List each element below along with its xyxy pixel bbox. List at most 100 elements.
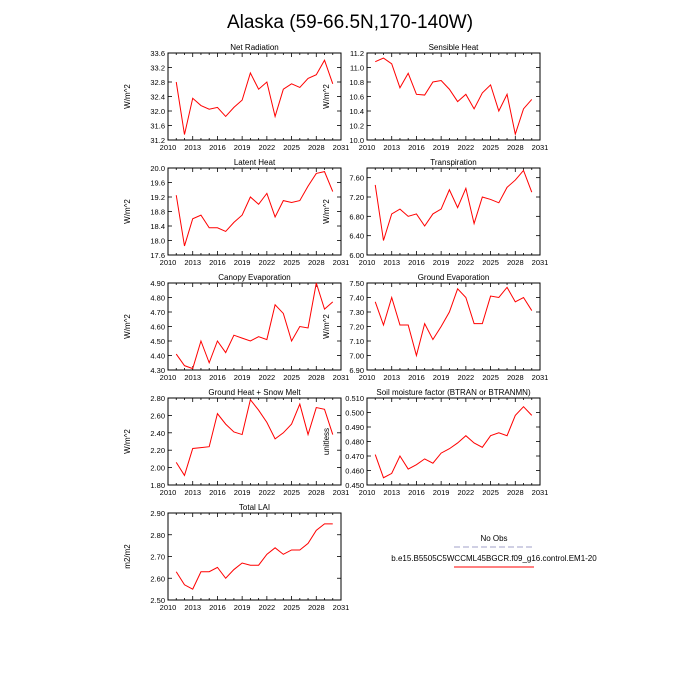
- y-axis-label: m2/m2: [123, 544, 132, 569]
- y-tick-label: 0.500: [345, 409, 364, 418]
- y-tick-label: 20.0: [150, 164, 165, 173]
- y-tick-label: 0.460: [345, 467, 364, 476]
- x-tick-label: 2022: [458, 488, 475, 497]
- y-axis-label: W/m^2: [123, 429, 132, 454]
- x-tick-label: 2031: [532, 488, 549, 497]
- y-tick-label: 2.60: [150, 574, 165, 583]
- y-tick-label: 32.0: [150, 107, 165, 116]
- y-tick-label: 7.40: [349, 294, 364, 303]
- legend-model-label: b.e15.B5505C5WCCML45BGCR.f09_g16.control…: [391, 554, 597, 563]
- x-tick-label: 2016: [209, 488, 226, 497]
- y-tick-label: 1.80: [150, 481, 165, 490]
- x-tick-label: 2013: [184, 373, 201, 382]
- y-tick-label: 10.6: [349, 93, 364, 102]
- panels: Net Radiation 2010 2013 2016 2019 2022 2025 202…: [123, 43, 548, 612]
- x-tick-label: 2010: [359, 373, 376, 382]
- x-tick-label: 2028: [507, 143, 524, 152]
- x-tick-label: 2022: [259, 603, 276, 612]
- x-tick-label: 2025: [482, 373, 499, 382]
- x-tick-label: 2010: [160, 488, 177, 497]
- y-tick-label: 6.90: [349, 366, 364, 375]
- x-tick-label: 2028: [308, 373, 325, 382]
- y-tick-label: 0.450: [345, 481, 364, 490]
- x-tick-label: 2013: [383, 258, 400, 267]
- y-tick-label: 32.4: [150, 93, 165, 102]
- y-tick-label: 7.30: [349, 308, 364, 317]
- x-tick-label: 2022: [259, 373, 276, 382]
- y-tick-label: 18.8: [150, 208, 165, 217]
- x-tick-label: 2028: [507, 373, 524, 382]
- x-tick-label: 2019: [433, 488, 450, 497]
- x-tick-label: 2019: [234, 603, 251, 612]
- y-tick-label: 0.470: [345, 452, 364, 461]
- y-tick-label: 31.2: [150, 136, 165, 145]
- plot-frame: [366, 397, 541, 486]
- y-axis-label: W/m^2: [322, 314, 331, 339]
- y-tick-label: 32.8: [150, 78, 165, 87]
- x-tick-label: 2025: [482, 143, 499, 152]
- x-tick-label: 2028: [308, 488, 325, 497]
- plot-frame: [167, 167, 342, 256]
- series-line: [175, 398, 334, 477]
- series-line: [175, 523, 333, 590]
- y-tick-label: 2.70: [150, 553, 165, 562]
- x-tick-label: 2016: [209, 143, 226, 152]
- y-tick-label: 7.10: [349, 337, 364, 346]
- panel-sensible-heat: Sensible Heat 2010 2013 2016 2019 2022 2025 202…: [322, 43, 548, 152]
- x-tick-label: 2016: [408, 258, 425, 267]
- y-tick-label: 0.490: [345, 423, 364, 432]
- x-tick-label: 2019: [234, 373, 251, 382]
- x-tick-label: 2019: [433, 373, 450, 382]
- series-line: [175, 59, 334, 135]
- y-tick-label: 7.50: [349, 279, 364, 288]
- x-tick-label: 2028: [308, 603, 325, 612]
- x-tick-label: 2013: [383, 488, 400, 497]
- x-tick-label: 2025: [482, 258, 499, 267]
- x-tick-label: 2019: [433, 258, 450, 267]
- x-tick-label: 2022: [259, 143, 276, 152]
- x-tick-label: 2013: [184, 603, 201, 612]
- y-tick-label: 7.00: [349, 352, 364, 361]
- x-tick-label: 2019: [234, 488, 251, 497]
- y-tick-label: 4.70: [150, 308, 165, 317]
- x-tick-label: 2016: [408, 143, 425, 152]
- x-tick-label: 2025: [482, 488, 499, 497]
- plot-frame: [167, 52, 342, 141]
- series-line: [374, 286, 533, 358]
- panel-title: Net Radiation: [230, 43, 278, 52]
- x-tick-label: 2028: [507, 258, 524, 267]
- x-tick-label: 2016: [408, 373, 425, 382]
- y-tick-label: 2.40: [150, 429, 165, 438]
- y-tick-label: 4.90: [150, 279, 165, 288]
- plot-frame: [167, 397, 342, 486]
- x-tick-label: 2013: [184, 258, 201, 267]
- y-tick-label: 7.20: [349, 323, 364, 332]
- x-tick-label: 2013: [383, 373, 400, 382]
- series-line: [375, 57, 533, 137]
- y-axis-label: W/m^2: [123, 314, 132, 339]
- y-tick-label: 6.80: [349, 212, 364, 221]
- panel-title: Latent Heat: [234, 158, 276, 167]
- y-tick-label: 4.50: [150, 337, 165, 346]
- x-tick-label: 2022: [458, 373, 475, 382]
- y-axis-label: W/m^2: [123, 199, 132, 224]
- y-tick-label: 10.8: [349, 78, 364, 87]
- x-tick-label: 2028: [507, 488, 524, 497]
- y-tick-label: 0.480: [345, 438, 364, 447]
- panel-title: Soil moisture factor (BTRAN or BTRANMN): [376, 388, 531, 397]
- x-tick-label: 2022: [259, 488, 276, 497]
- x-tick-label: 2010: [359, 258, 376, 267]
- y-tick-label: 2.20: [150, 446, 165, 455]
- x-tick-label: 2031: [333, 258, 350, 267]
- panel-canopy-evaporation: Canopy Evaporation 2010 2013 2016 2019 2022 20…: [123, 273, 349, 382]
- y-tick-label: 7.60: [349, 174, 364, 183]
- x-tick-label: 2010: [160, 258, 177, 267]
- x-tick-label: 2025: [283, 143, 300, 152]
- panel-title: Transpiration: [430, 158, 476, 167]
- y-tick-label: 17.6: [150, 251, 165, 260]
- y-tick-label: 2.80: [150, 531, 165, 540]
- x-tick-label: 2022: [259, 258, 276, 267]
- x-tick-label: 2031: [532, 258, 549, 267]
- y-tick-label: 33.2: [150, 64, 165, 73]
